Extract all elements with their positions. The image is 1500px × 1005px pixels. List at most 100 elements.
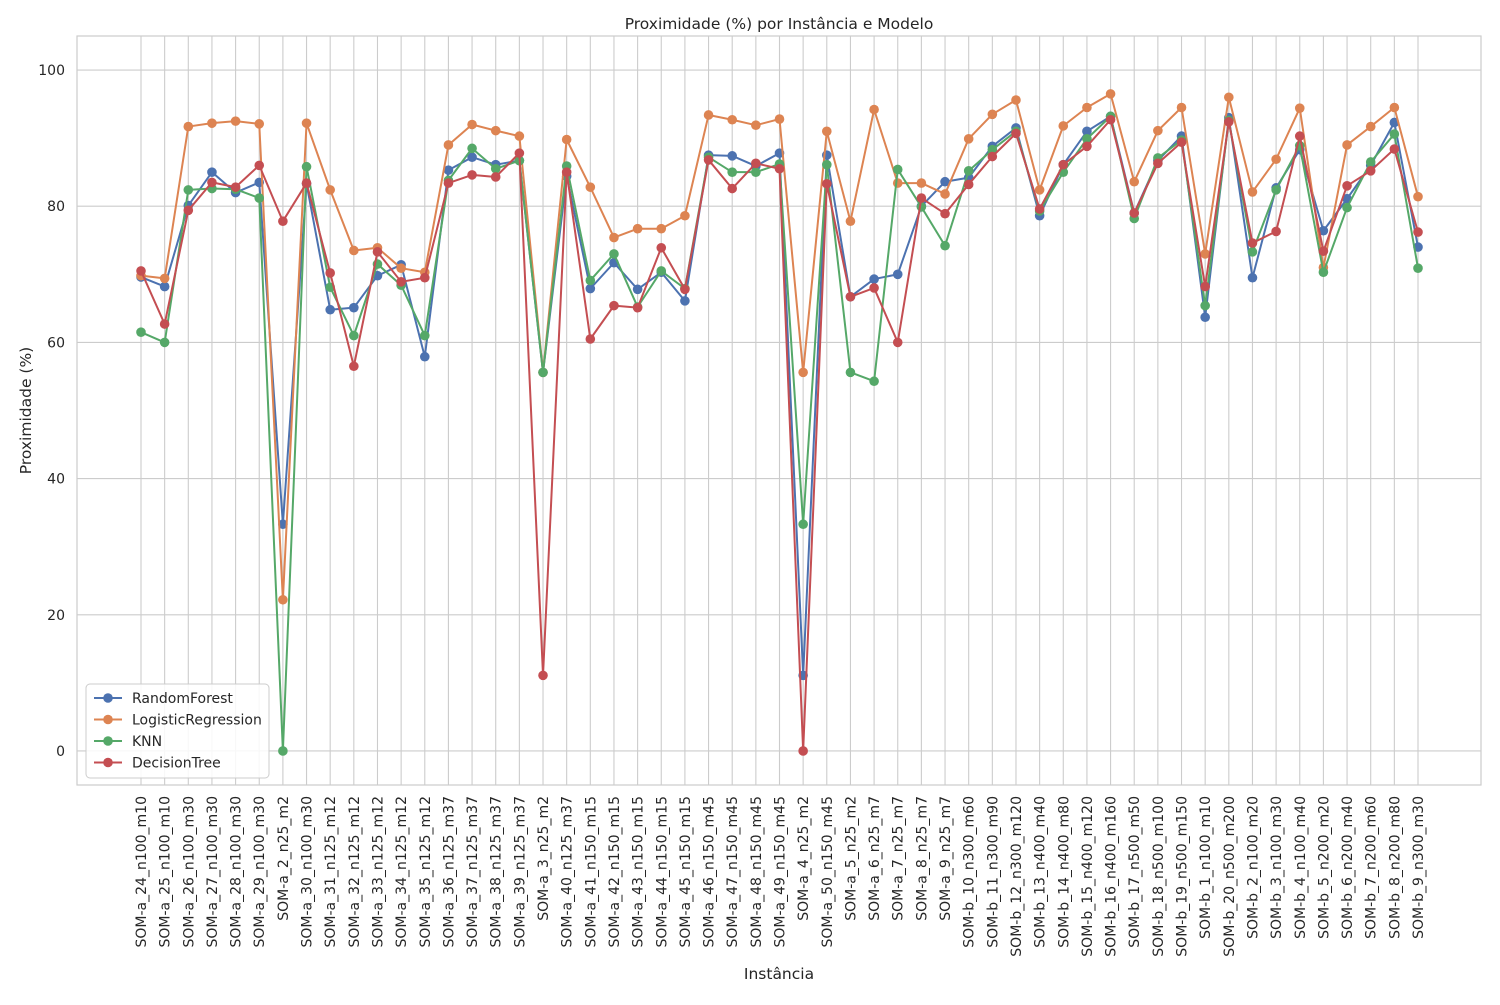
data-point	[821, 178, 832, 189]
x-tick-label: SOM-a_31_n125_m12	[323, 796, 339, 947]
data-point	[207, 167, 217, 177]
x-tick-labels: SOM-a_24_n100_m10 SOM-a_25_n100_m10 SOM-a_…	[134, 796, 1427, 957]
data-point	[656, 266, 667, 276]
data-point	[349, 330, 359, 341]
data-point	[609, 232, 619, 243]
data-point	[940, 176, 950, 187]
data-point	[821, 126, 832, 137]
x-tick-label: SOM-a_49_n150_m45	[773, 796, 789, 947]
x-tick-label: SOM-a_28_n100_m30	[229, 796, 245, 947]
data-point	[798, 367, 808, 378]
x-tick-label: SOM-a_29_n100_m30	[252, 796, 268, 947]
data-point	[443, 140, 454, 150]
series-layer	[136, 89, 1423, 756]
data-point	[538, 367, 548, 378]
data-point	[159, 319, 170, 329]
data-point	[1342, 140, 1352, 150]
data-point	[349, 302, 359, 313]
y-tick-labels: 0 20 40 60 80 100	[38, 63, 65, 760]
data-point	[963, 166, 974, 176]
data-point	[1389, 144, 1400, 154]
data-point	[1318, 267, 1329, 278]
x-tick-label: SOM-b_7_n200_m60	[1364, 796, 1380, 939]
legend-label: DecisionTree	[132, 756, 221, 772]
data-point	[727, 167, 738, 177]
x-axis-title: Instância	[744, 965, 814, 983]
data-point	[1365, 157, 1376, 167]
data-point	[1200, 312, 1210, 323]
x-tick-label: SOM-a_7_n25_m7	[891, 796, 907, 921]
data-point	[1105, 89, 1116, 99]
y-tick-label: 100	[38, 63, 65, 79]
data-point	[585, 334, 596, 344]
x-tick-label: SOM-b_1_n100_m10	[1198, 796, 1214, 939]
x-tick-label: SOM-b_15_n400_m120	[1080, 796, 1096, 957]
y-tick-label: 0	[56, 744, 65, 760]
data-point	[1294, 131, 1305, 141]
x-tick-label: SOM-a_3_n25_m2	[536, 796, 552, 921]
data-point	[1342, 202, 1352, 213]
data-point	[254, 119, 265, 129]
data-point	[396, 277, 406, 287]
data-point	[1082, 141, 1092, 152]
x-tick-label: SOM-a_34_n125_m12	[394, 796, 410, 947]
data-point	[609, 300, 619, 311]
data-point	[1034, 185, 1045, 195]
data-point	[1011, 95, 1021, 105]
data-point	[869, 376, 879, 387]
x-tick-label: SOM-b_19_n500_m150	[1175, 796, 1191, 957]
legend-label: RandomForest	[132, 691, 233, 707]
x-tick-label: SOM-b_14_n400_m80	[1056, 796, 1072, 948]
x-tick-label: SOM-a_44_n150_m15	[654, 796, 670, 947]
data-point	[443, 165, 454, 175]
data-point	[987, 144, 998, 155]
data-point	[1034, 204, 1045, 214]
data-point	[1389, 102, 1400, 113]
data-point	[1153, 158, 1163, 169]
data-point	[443, 178, 454, 188]
data-point	[751, 158, 761, 169]
data-point	[325, 268, 335, 278]
data-point	[1247, 238, 1258, 248]
data-point	[585, 275, 596, 286]
x-tick-label: SOM-a_36_n125_m37	[441, 796, 457, 947]
data-point	[1247, 187, 1258, 197]
data-point	[916, 178, 927, 188]
x-tick-label: SOM-a_43_n150_m15	[631, 796, 647, 947]
data-point	[1176, 102, 1187, 113]
x-tick-label: SOM-a_39_n125_m37	[512, 796, 528, 947]
data-point	[609, 249, 619, 259]
data-point	[1318, 225, 1329, 236]
data-point	[207, 118, 217, 128]
data-point	[301, 178, 312, 188]
x-tick-label: SOM-a_4_n25_m2	[796, 796, 812, 921]
x-tick-label: SOM-b_17_n500_m50	[1127, 796, 1143, 948]
data-point	[1082, 126, 1092, 137]
data-point	[940, 208, 950, 219]
data-point	[467, 119, 477, 130]
data-point	[1011, 128, 1021, 139]
legend-marker	[103, 714, 113, 725]
data-point	[1224, 92, 1234, 103]
data-point	[1153, 125, 1163, 136]
data-point	[1224, 116, 1234, 127]
data-point	[940, 189, 950, 199]
data-point	[987, 151, 998, 162]
x-tick-label: SOM-a_40_n125_m37	[560, 796, 576, 947]
data-point	[183, 185, 194, 195]
data-point	[632, 302, 643, 313]
series-DecisionTree	[136, 114, 1423, 756]
x-tick-label: SOM-a_41_n150_m15	[583, 796, 599, 947]
x-tick-label: SOM-b_9_n300_m30	[1411, 796, 1427, 939]
legend: RandomForest LogisticRegression KNN Decisio…	[85, 683, 270, 779]
data-point	[1271, 154, 1281, 165]
data-point	[798, 519, 808, 530]
data-point	[892, 164, 903, 175]
data-point	[1176, 137, 1187, 148]
data-point	[798, 746, 808, 756]
data-point	[561, 134, 572, 145]
data-point	[301, 161, 312, 172]
data-point	[1058, 121, 1069, 131]
x-tick-label: SOM-b_5_n200_m20	[1316, 796, 1332, 939]
